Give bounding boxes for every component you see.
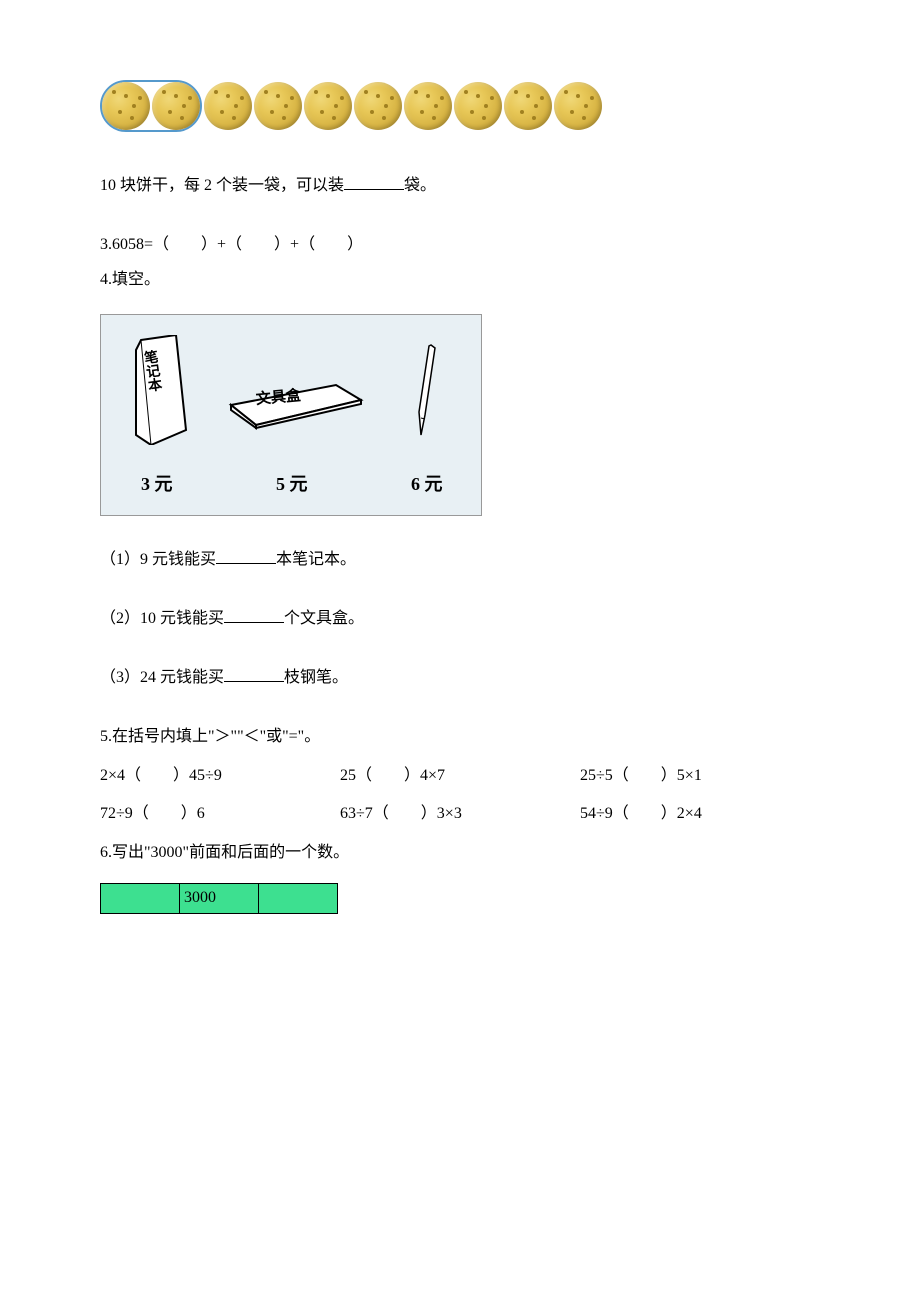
cookie-icon (102, 82, 150, 130)
subq-suffix: 个文具盒。 (284, 610, 364, 627)
subq-number: （2） (100, 610, 140, 627)
q5-title: 在括号内填上"＞""＜"或"="。 (112, 728, 320, 745)
comp-right: 3×3 (437, 805, 462, 822)
subq-number: （3） (100, 669, 140, 686)
comparison-row: 2×4（ ）45÷925（ ）4×725÷5（ ）5×1 (100, 762, 820, 791)
blank-input[interactable] (224, 606, 284, 623)
q4-subquestion: （3）24 元钱能买 枝钢笔。 (100, 664, 820, 693)
stationery-illustration: 笔记本 文具盒 3 元 5 元 6 元 (100, 314, 482, 516)
pencilcase-label: 文具盒 (255, 383, 302, 414)
q3-label: 3. (100, 236, 112, 253)
question-4-header: 4.填空。 (100, 266, 820, 295)
cookie-icon (204, 82, 252, 130)
pen-price: 6 元 (411, 468, 443, 500)
q3-expr: 6058=（ ）+（ ）+（ ） (112, 236, 363, 253)
cookie-icon (254, 82, 302, 130)
number-sequence-table: 3000 (100, 883, 338, 914)
subq-suffix: 本笔记本。 (276, 551, 356, 568)
pen-icon (411, 340, 441, 440)
comp-left: 25 (340, 767, 356, 784)
comparison-cell: 54÷9（ ）2×4 (580, 800, 820, 829)
notebook-price: 3 元 (141, 468, 173, 500)
subq-number: （1） (100, 551, 140, 568)
q4-label: 4. (100, 271, 112, 288)
comp-left: 72÷9 (100, 805, 133, 822)
cookie-icon (454, 82, 502, 130)
cookie-icon (554, 82, 602, 130)
comparison-cell: 72÷9（ ）6 (100, 800, 340, 829)
comparison-cell: 25÷5（ ）5×1 (580, 762, 820, 791)
cookie-icon (504, 82, 552, 130)
comp-right: 5×1 (677, 767, 702, 784)
cookie-icon (354, 82, 402, 130)
comp-right: 4×7 (420, 767, 445, 784)
cookie-group (100, 80, 202, 132)
comparison-cell: 2×4（ ）45÷9 (100, 762, 340, 791)
subq-prefix: 9 元钱能买 (140, 551, 216, 568)
q-cookies-prefix: 10 块饼干，每 2 个装一袋，可以装 (100, 177, 344, 194)
cookie-row (100, 80, 820, 132)
subq-prefix: 10 元钱能买 (140, 610, 224, 627)
comp-left: 2×4 (100, 767, 125, 784)
q6-title: 写出"3000"前面和后面的一个数。 (112, 844, 349, 861)
comparison-cell: 63÷7（ ）3×3 (340, 800, 580, 829)
cookie-icon (304, 82, 352, 130)
q6-label: 6. (100, 844, 112, 861)
pencilcase-price: 5 元 (276, 468, 308, 500)
q4-subquestion: （2）10 元钱能买 个文具盒。 (100, 605, 820, 634)
question-5-header: 5.在括号内填上"＞""＜"或"="。 (100, 723, 820, 752)
comp-right: 45÷9 (189, 767, 222, 784)
blank-input[interactable] (224, 665, 284, 682)
question-6-header: 6.写出"3000"前面和后面的一个数。 (100, 839, 820, 868)
q4-title: 填空。 (112, 271, 160, 288)
question-cookies: 10 块饼干，每 2 个装一袋，可以装 袋。 (100, 172, 820, 201)
comp-right: 6 (197, 805, 205, 822)
question-3: 3.6058=（ ）+（ ）+（ ） (100, 231, 820, 260)
q4-subquestion: （1）9 元钱能买 本笔记本。 (100, 546, 820, 575)
comp-left: 54÷9 (580, 805, 613, 822)
cookie-icon (152, 82, 200, 130)
blank-input[interactable] (216, 547, 276, 564)
comp-right: 2×4 (677, 805, 702, 822)
table-cell-before[interactable] (101, 883, 180, 913)
comparison-row: 72÷9（ ）663÷7（ ）3×354÷9（ ）2×4 (100, 800, 820, 829)
cookie-icon (404, 82, 452, 130)
subq-suffix: 枝钢笔。 (284, 669, 348, 686)
q5-label: 5. (100, 728, 112, 745)
table-cell-after[interactable] (259, 883, 338, 913)
q-cookies-suffix: 袋。 (404, 177, 436, 194)
comparison-cell: 25（ ）4×7 (340, 762, 580, 791)
subq-prefix: 24 元钱能买 (140, 669, 224, 686)
comp-left: 25÷5 (580, 767, 613, 784)
blank-input[interactable] (344, 173, 404, 190)
table-cell-center: 3000 (180, 883, 259, 913)
comp-left: 63÷7 (340, 805, 373, 822)
